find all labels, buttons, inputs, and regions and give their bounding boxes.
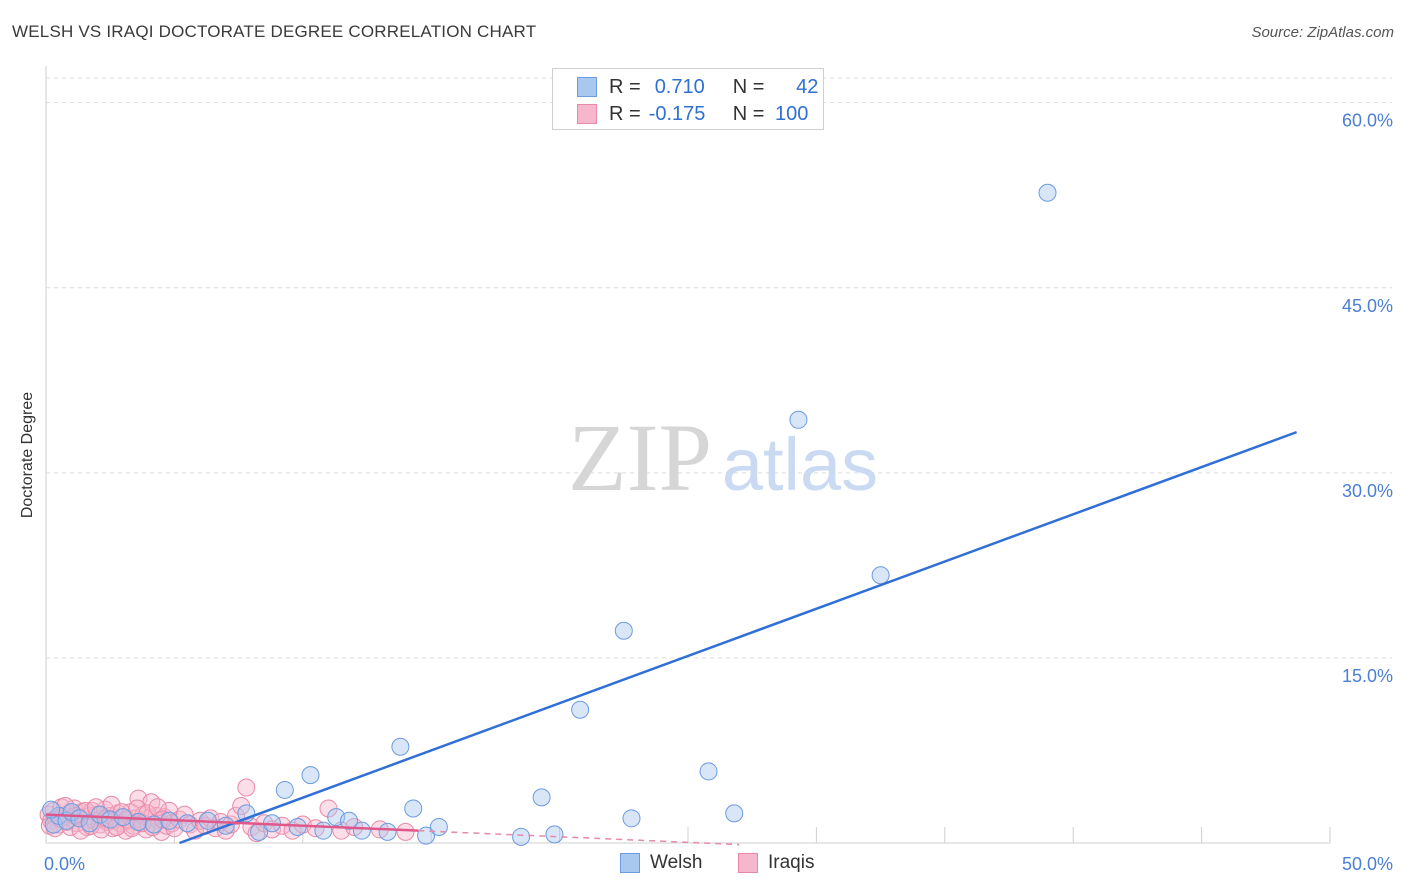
legend-r-label: R = <box>609 75 641 98</box>
point-welsh <box>378 822 397 841</box>
point-welsh <box>699 762 718 781</box>
legend-swatch-iraqis <box>738 853 758 873</box>
legend-row-welsh: R = 0.710 N = 42 <box>577 76 818 98</box>
legend-n-value: 42 <box>796 75 819 98</box>
correlation-legend: R = 0.710 N = 42 R = -0.175 N = 100 <box>552 68 824 130</box>
legend-label-iraqis: Iraqis <box>768 852 815 873</box>
point-welsh <box>532 788 551 807</box>
series-welsh <box>42 183 1057 846</box>
legend-r-label: R = <box>609 102 641 125</box>
point-welsh <box>404 799 423 818</box>
point-welsh <box>512 827 531 846</box>
trend-lines <box>45 430 1298 846</box>
point-welsh <box>622 809 641 828</box>
point-welsh <box>429 817 448 836</box>
chart-title: WELSH VS IRAQI DOCTORATE DEGREE CORRELAT… <box>12 22 537 41</box>
y-tick-label: 15.0% <box>1342 666 1393 686</box>
point-welsh <box>70 809 89 828</box>
series-legend: Welsh Iraqis <box>0 852 1406 878</box>
axis-ticks: 15.0% 30.0% 45.0% 60.0% 0.0% 50.0% <box>44 111 1393 874</box>
trend-line-iraqis <box>45 813 419 832</box>
point-welsh <box>571 700 590 719</box>
legend-row-iraqis: R = -0.175 N = 100 <box>577 103 808 125</box>
trend-line-welsh <box>179 430 1298 845</box>
point-welsh <box>129 813 148 832</box>
point-welsh <box>301 766 320 785</box>
watermark-atlas: atlas <box>722 423 878 506</box>
point-iraqis <box>396 822 415 841</box>
point-welsh <box>275 780 294 799</box>
y-tick-label: 30.0% <box>1342 481 1393 501</box>
source-label: Source: ZipAtlas.com <box>1251 24 1394 41</box>
legend-r-value: 0.710 <box>654 75 705 98</box>
point-welsh <box>1038 183 1057 202</box>
point-welsh <box>340 811 359 830</box>
point-welsh <box>789 410 808 429</box>
y-tick-label: 45.0% <box>1342 296 1393 316</box>
x-tick-label: 0.0% <box>44 854 85 874</box>
point-iraqis <box>102 795 121 814</box>
point-iraqis <box>92 820 111 839</box>
legend-label-welsh: Welsh <box>650 852 703 873</box>
point-welsh <box>90 805 109 824</box>
point-welsh <box>545 825 564 844</box>
point-welsh <box>871 566 890 585</box>
point-welsh <box>614 621 633 640</box>
legend-item-iraqis[interactable]: Iraqis <box>738 852 814 874</box>
legend-swatch-iraqis <box>577 104 597 124</box>
point-welsh <box>352 821 371 840</box>
x-tick-label: 50.0% <box>1342 854 1393 874</box>
point-welsh <box>314 821 333 840</box>
legend-n-value: 100 <box>775 102 809 125</box>
point-iraqis <box>237 778 256 797</box>
legend-item-welsh[interactable]: Welsh <box>620 852 702 874</box>
legend-swatch-welsh <box>577 77 597 97</box>
legend-swatch-welsh <box>620 853 640 873</box>
legend-r-value: -0.175 <box>648 102 706 125</box>
legend-n-label: N = <box>732 75 765 98</box>
trend-line-iraqis-dashed <box>418 829 740 846</box>
point-welsh <box>391 737 410 756</box>
y-tick-label: 60.0% <box>1342 111 1393 131</box>
point-welsh <box>178 814 197 833</box>
point-welsh <box>725 804 744 823</box>
watermark-zip: ZIP <box>568 404 712 511</box>
grid-lines <box>45 66 1392 844</box>
legend-n-label: N = <box>732 102 765 125</box>
